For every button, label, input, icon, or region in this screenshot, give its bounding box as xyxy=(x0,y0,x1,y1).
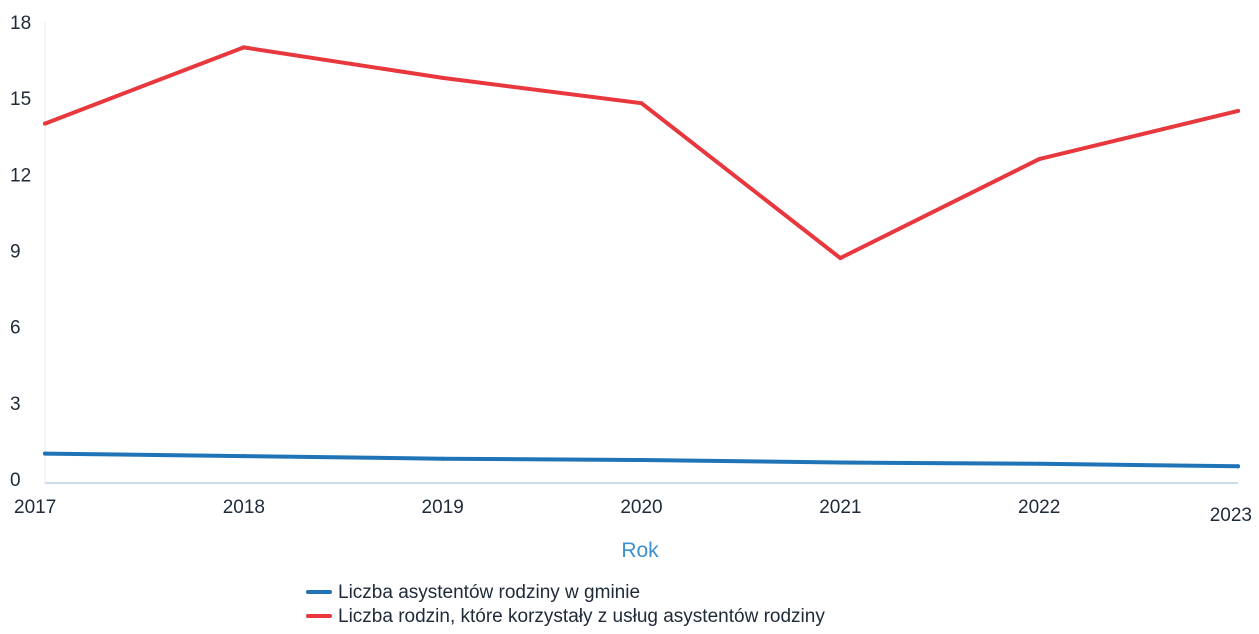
x-tick-label: 2022 xyxy=(1018,497,1060,518)
legend-label: Liczba rodzin, które korzystały z usług … xyxy=(338,606,825,627)
y-tick-label: 15 xyxy=(10,89,31,110)
series-2-point xyxy=(440,75,445,80)
y-tick-label: 9 xyxy=(10,242,21,263)
series-line-2 xyxy=(43,45,1240,261)
x-tick-label: 2020 xyxy=(620,497,662,518)
series-1-point xyxy=(1037,461,1042,466)
series-1-point xyxy=(838,460,843,465)
series-1-point xyxy=(43,451,47,456)
legend: Liczba asystentów rodziny w gminie Liczba… xyxy=(306,582,825,627)
series-lines xyxy=(43,45,1240,469)
series-2-point xyxy=(241,45,246,50)
series-1-point xyxy=(1236,464,1240,469)
series-2-point xyxy=(43,121,47,126)
y-tick-label: 12 xyxy=(10,165,31,186)
series-2-point xyxy=(1037,157,1042,162)
x-axis-ticks: 2017 2018 2019 2020 2021 2022 2023 xyxy=(14,497,1252,526)
series-1-point xyxy=(440,456,445,461)
x-tick-label: 2021 xyxy=(819,497,861,518)
x-tick-label: 2018 xyxy=(223,497,265,518)
series-1-point xyxy=(241,454,246,459)
x-tick-label: 2017 xyxy=(14,497,56,518)
series-2-point xyxy=(1236,108,1240,113)
x-tick-label: 2019 xyxy=(422,497,464,518)
y-tick-label: 3 xyxy=(10,394,21,415)
x-axis-title: Rok xyxy=(621,539,659,562)
y-tick-label: 18 xyxy=(10,13,31,34)
legend-label: Liczba asystentów rodziny w gminie xyxy=(338,582,640,603)
series-2-point xyxy=(838,256,843,261)
y-tick-label: 6 xyxy=(10,318,21,339)
series-2-point xyxy=(639,101,644,106)
y-axis-ticks: 0 3 6 9 12 15 18 xyxy=(10,13,31,491)
x-tick-label: 2023 xyxy=(1210,505,1252,526)
y-tick-label: 0 xyxy=(10,470,21,491)
series-1-point xyxy=(639,457,644,462)
